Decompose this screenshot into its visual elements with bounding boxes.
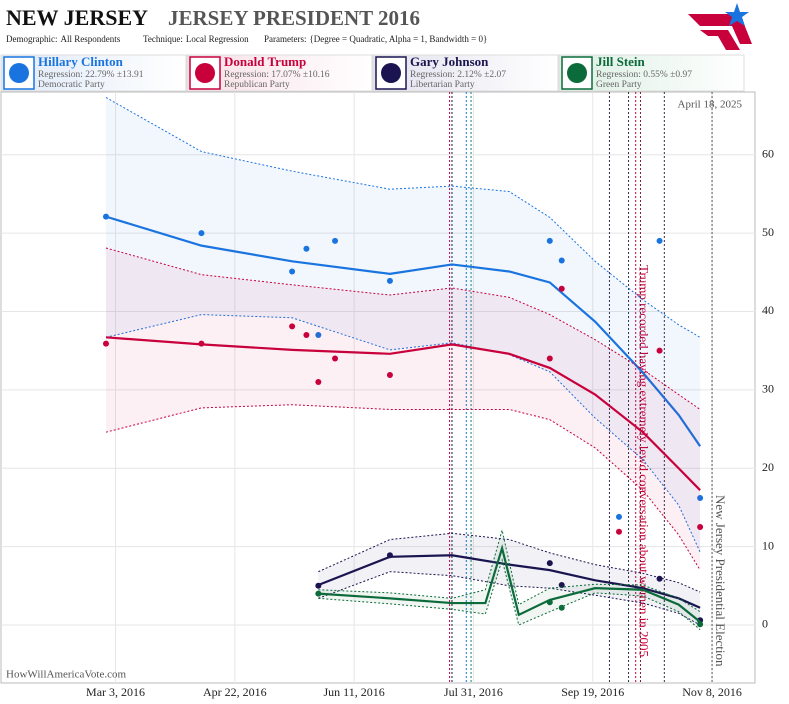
poll-point (615, 513, 622, 520)
logo (688, 3, 752, 50)
plot-frame (0, 91, 756, 684)
poll-point (546, 237, 553, 244)
param-key: Technique: (143, 34, 183, 44)
legend-name: Jill Stein (596, 54, 646, 69)
param-value: Local Regression (186, 34, 249, 44)
y-tick-label: 0 (762, 617, 768, 631)
poll-point (102, 213, 109, 220)
legend-party: Libertarian Party (410, 80, 475, 90)
poll-point (386, 277, 393, 284)
y-tick-label: 10 (762, 538, 774, 552)
band-edge (318, 558, 701, 631)
poll-point (558, 604, 565, 611)
poll-point (656, 347, 663, 354)
legend-name: Hillary Clinton (38, 54, 124, 69)
regression-line (317, 554, 701, 609)
legend-regression: Regression: 22.79% ±13.91 (38, 70, 144, 80)
poll-point (558, 257, 565, 264)
legend-regression: Regression: 2.12% ±2.07 (410, 70, 506, 80)
plot: April 18, 2025 HowWillAmericaVote.com Trum… (1, 92, 755, 683)
band-edge (105, 404, 701, 571)
poll-point (386, 552, 393, 559)
x-tick-label: Apr 22, 2016 (203, 685, 267, 699)
legend-regression: Regression: 0.55% ±0.97 (596, 70, 692, 80)
legend-name: Gary Johnson (410, 54, 489, 69)
band-edge (105, 247, 701, 410)
poll-point (656, 575, 663, 582)
legend-name: Donald Trump (224, 54, 306, 69)
legend-icon-shape (195, 63, 215, 83)
date-note: April 18, 2025 (678, 99, 743, 111)
poll-point (315, 590, 322, 597)
poll-point (546, 560, 553, 567)
legend-party: Democratic Party (38, 80, 105, 90)
y-tick-label: 30 (762, 382, 774, 396)
poll-point (289, 323, 296, 330)
regression-line (105, 336, 701, 491)
poll-point (198, 230, 205, 237)
poll-point (198, 340, 205, 347)
legend-icon-shape (381, 63, 401, 83)
regression-line (318, 544, 701, 623)
legend-party: Republican Party (224, 80, 290, 90)
poll-point (315, 582, 322, 589)
poll-point (303, 245, 310, 252)
band-edge (318, 532, 701, 593)
param-value: {Degree = Quadratic, Alpha = 1, Bandwidt… (309, 34, 487, 44)
poll-point (289, 268, 296, 275)
source-note: HowWillAmericaVote.com (6, 669, 126, 681)
poll-point (546, 599, 553, 606)
y-tick-label: 20 (762, 460, 774, 474)
param-key: Demographic: (6, 34, 57, 44)
poll-point (697, 621, 704, 628)
param-key: Parameters: (264, 34, 306, 44)
poll-point (697, 524, 704, 531)
y-tick-label: 40 (762, 303, 774, 317)
poll-point (303, 331, 310, 338)
poll-point (615, 528, 622, 535)
y-tick-label: 50 (762, 225, 774, 239)
subtitle: JERSEY PRESIDENT 2016 (168, 6, 420, 30)
poll-point (546, 355, 553, 362)
title: NEW JERSEY (6, 5, 148, 30)
poll-point (315, 379, 322, 386)
legend-party: Green Party (596, 80, 642, 90)
poll-point (558, 582, 565, 589)
poll-point (558, 285, 565, 292)
confidence-band (105, 97, 701, 553)
poll-point (332, 355, 339, 362)
band-edge (105, 97, 701, 338)
poll-point (697, 495, 704, 502)
poll-point (386, 371, 393, 378)
y-tick-label: 60 (762, 146, 774, 160)
x-tick-label: Mar 3, 2016 (86, 685, 145, 699)
poll-point (315, 331, 322, 338)
params: Demographic: All Respondents Technique: Lo… (6, 34, 487, 44)
poll-point (102, 340, 109, 347)
legend-icon-shape (567, 63, 587, 83)
poll-point (332, 237, 339, 244)
legend-icon-shape (9, 63, 29, 83)
x-tick-label: Sep 19, 2016 (561, 685, 624, 699)
param-value: All Respondents (60, 34, 120, 44)
band-edge (318, 530, 701, 613)
x-tick-label: Jul 31, 2016 (444, 685, 503, 699)
x-tick-label: Jun 11, 2016 (324, 685, 385, 699)
event-label: Trump recorded having extremely lewd con… (637, 265, 652, 657)
poll-point (656, 237, 663, 244)
event-label: New Jersey Presidential Election (713, 495, 728, 667)
legend-regression: Regression: 17.07% ±10.16 (224, 70, 330, 80)
regression-line (105, 215, 702, 447)
x-tick-label: Nov 8, 2016 (682, 685, 742, 699)
